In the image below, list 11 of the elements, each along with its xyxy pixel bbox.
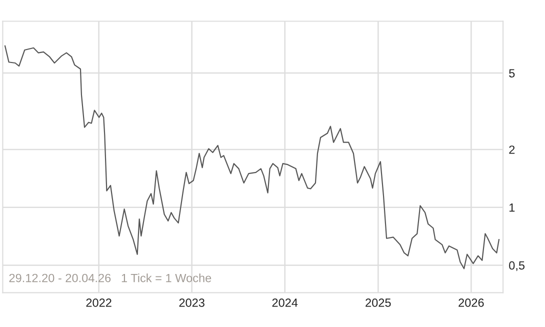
y-tick-label: 1 — [509, 204, 515, 212]
y-tick-label: 5 — [509, 69, 515, 78]
x-tick-label: 2022 — [86, 298, 112, 307]
y-tick-label: 0,5 — [509, 261, 525, 272]
text: 29.12.20 - 20.04.26 1 Tick = 1 Woche — [9, 274, 212, 282]
x-tick-label: 2023 — [179, 298, 204, 307]
x-tick-label: 2024 — [272, 298, 298, 307]
x-tick-label: 2026 — [458, 298, 484, 307]
x-tick-label: 2025 — [366, 298, 391, 307]
y-tick-label: 2 — [509, 146, 515, 154]
line-series — [4, 45, 500, 270]
